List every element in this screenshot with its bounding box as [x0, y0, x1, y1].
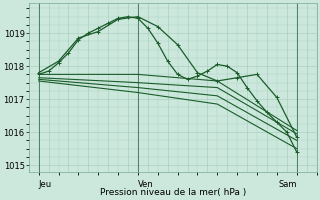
- Text: Ven: Ven: [138, 180, 154, 189]
- Text: Jeu: Jeu: [39, 180, 52, 189]
- Text: Sam: Sam: [278, 180, 297, 189]
- X-axis label: Pression niveau de la mer( hPa ): Pression niveau de la mer( hPa ): [100, 188, 246, 197]
